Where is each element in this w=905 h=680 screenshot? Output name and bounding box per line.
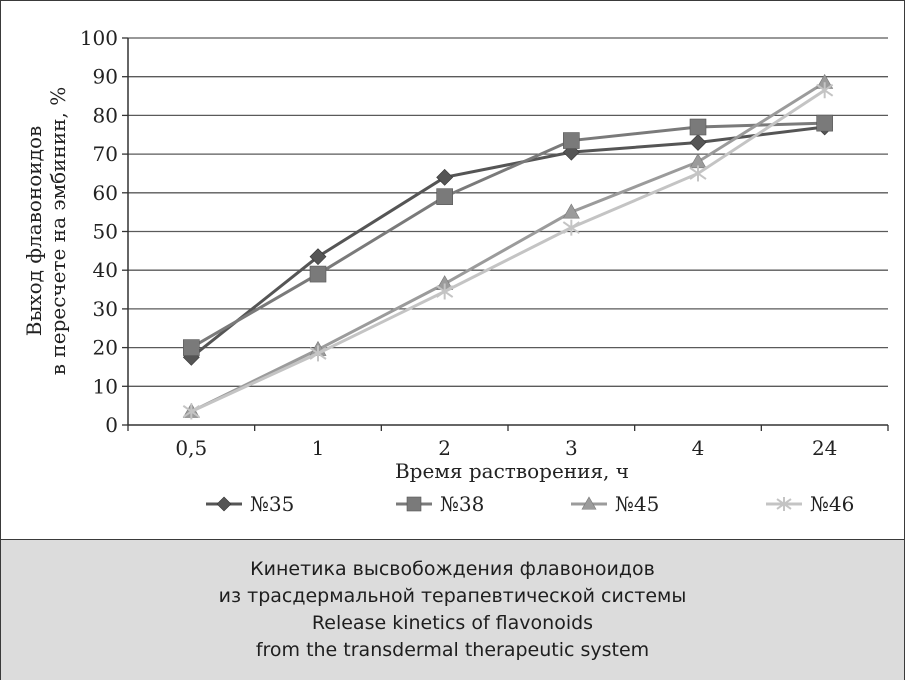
data-point [436, 188, 453, 205]
y-tick-label: 40 [93, 258, 118, 282]
y-tick-label: 80 [93, 103, 118, 127]
caption-line-3: Release kinetics of flavonoids [311, 612, 594, 634]
x-axis-label: Время растворения, ч [395, 459, 629, 483]
series-line [190, 125, 825, 359]
legend-item-2: №38 [396, 492, 484, 516]
y-tick-label: 70 [93, 142, 118, 166]
y-axis-label-line-1: Выход флавоноидов [22, 126, 46, 337]
series-1 [182, 118, 834, 366]
y-axis-label-line-2: в пересчете на эмбинин, % [46, 87, 70, 375]
data-point [182, 403, 200, 420]
data-point [689, 118, 707, 136]
data-point [816, 114, 833, 132]
series-layer [182, 73, 834, 420]
data-point [436, 283, 454, 300]
data-point [563, 132, 580, 149]
data-point [689, 134, 707, 151]
data-point [309, 345, 327, 362]
data-point [309, 265, 327, 283]
caption-line-2: из трасдермальной терапевтической систем… [218, 585, 687, 607]
chart-area: 0 10 20 30 40 50 60 70 80 90 100 0,5 1 2 3 4 24 Время ра… [1, 1, 904, 539]
data-point [689, 165, 707, 182]
x-tick-label: 1 [312, 436, 325, 460]
y-tick-label: 50 [93, 220, 118, 244]
x-tick-label: 0,5 [175, 436, 207, 460]
legend-item-3: №45 [571, 492, 659, 516]
legend-label: №46 [810, 492, 854, 516]
x-tick-label: 4 [692, 436, 705, 460]
x-tick-label: 24 [812, 436, 837, 460]
label-layer: Время растворения, ч Выход флавоноидов в… [22, 87, 629, 483]
legend-label: №35 [250, 492, 294, 516]
grid-layer [128, 37, 888, 387]
legend-marker [216, 496, 232, 512]
y-tick-label: 60 [93, 181, 118, 205]
legend-item-1: №35 [206, 492, 294, 516]
data-point [562, 203, 580, 219]
y-tick-label: 20 [93, 336, 118, 360]
data-point [816, 82, 834, 99]
legend-item-4: №46 [766, 492, 854, 516]
x-tick-label: 3 [565, 436, 578, 460]
legend-marker [776, 497, 792, 511]
data-point [436, 168, 454, 186]
series-2 [183, 114, 833, 356]
data-point [562, 219, 580, 236]
y-tick-label: 100 [80, 26, 118, 50]
data-point [309, 248, 327, 266]
series-line [190, 88, 826, 413]
legend-marker [406, 496, 422, 512]
x-tick-label: 2 [438, 436, 451, 460]
line-chart: 0 10 20 30 40 50 60 70 80 90 100 0,5 1 2 3 4 24 Время ра… [22, 26, 889, 516]
y-axis-label: Выход флавоноидов в пересчете на эмбинин… [22, 87, 70, 375]
series-4 [182, 82, 834, 420]
series-line [190, 121, 825, 349]
figure-caption: Кинетика высвобождения флавоноидов из тр… [1, 539, 904, 680]
y-tick-label: 30 [93, 297, 118, 321]
y-tick-label: 0 [105, 413, 118, 437]
legend-label: №38 [440, 492, 484, 516]
legend-marker [581, 496, 597, 510]
y-tick-label: 90 [93, 65, 118, 89]
legend: №35 №38 №45 №46 [206, 492, 854, 516]
caption-line-4: from the transdermal therapeutic system [255, 639, 650, 661]
y-tick-label: 10 [93, 374, 118, 398]
series-line [190, 81, 826, 413]
legend-label: №45 [615, 492, 659, 516]
axis-layer: 0 10 20 30 40 50 60 70 80 90 100 0,5 1 2 3 4 24 [80, 26, 889, 460]
caption-line-1: Кинетика высвобождения флавоноидов [250, 558, 655, 580]
data-point [183, 339, 200, 356]
